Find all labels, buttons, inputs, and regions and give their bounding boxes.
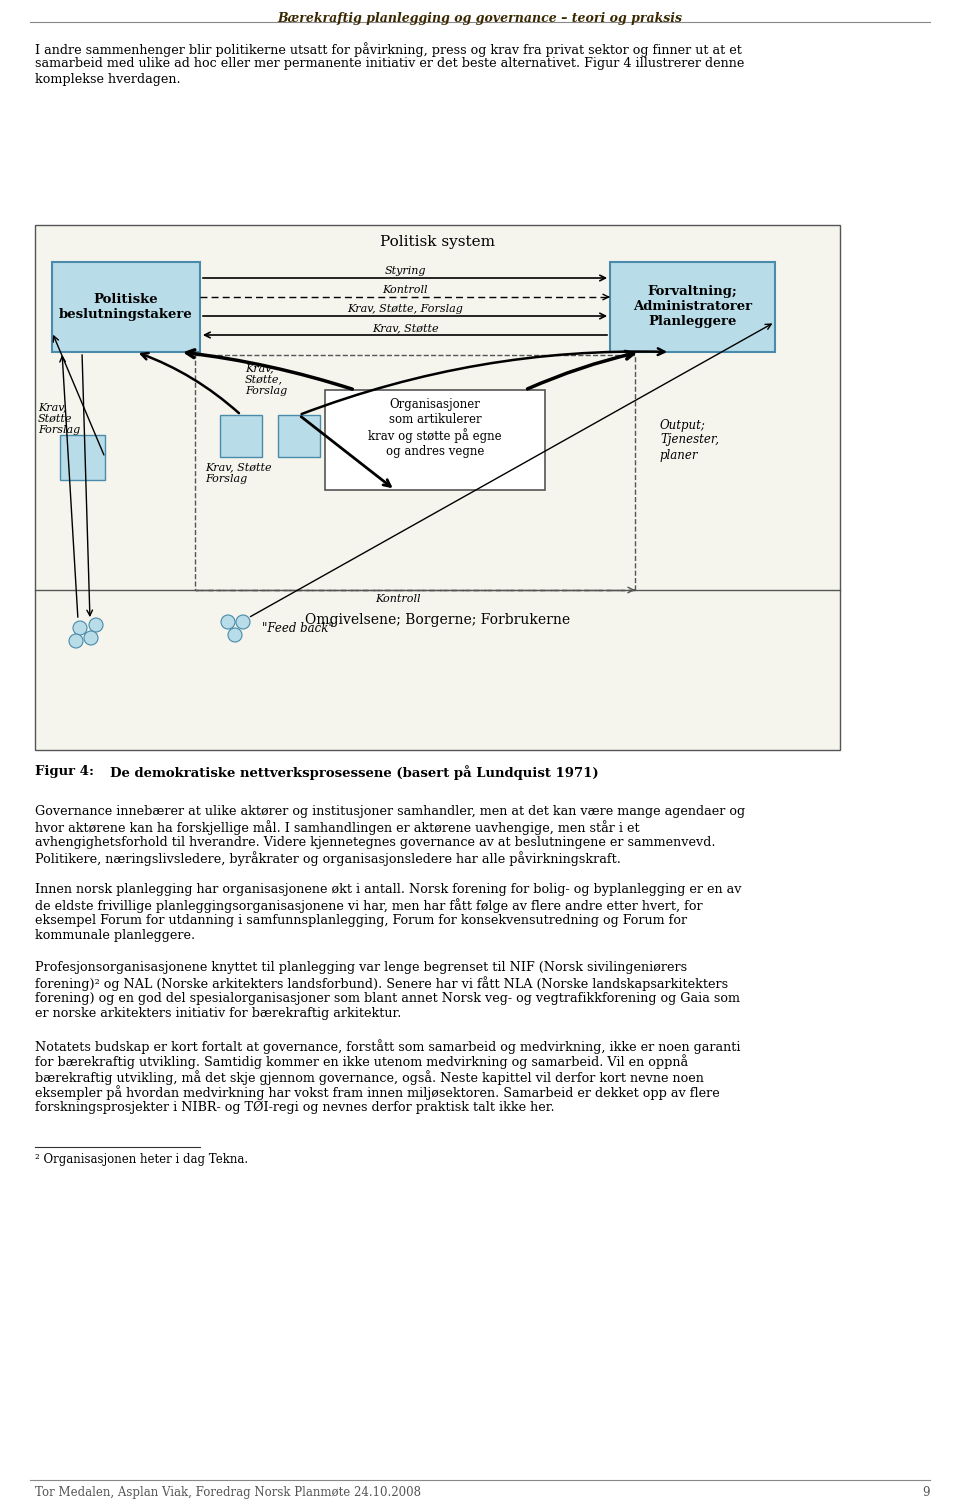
Circle shape bbox=[228, 629, 242, 642]
Text: Politikere, næringslivsledere, byråkrater og organisasjonsledere har alle påvirk: Politikere, næringslivsledere, byråkrate… bbox=[35, 851, 621, 866]
Bar bbox=[278, 415, 320, 457]
Text: Krav,
Støtte
Forslag: Krav, Støtte Forslag bbox=[38, 402, 81, 435]
Text: kommunale planleggere.: kommunale planleggere. bbox=[35, 929, 195, 943]
Text: forening) og en god del spesialorganisasjoner som blant annet Norsk veg- og vegt: forening) og en god del spesialorganisas… bbox=[35, 993, 740, 1005]
Text: Kontroll: Kontroll bbox=[375, 594, 420, 605]
Text: Krav, Støtte: Krav, Støtte bbox=[372, 323, 439, 332]
Bar bbox=[35, 226, 840, 750]
Text: Innen norsk planlegging har organisasjonene økt i antall. Norsk forening for bol: Innen norsk planlegging har organisasjon… bbox=[35, 883, 741, 896]
Text: I andre sammenhenger blir politikerne utsatt for påvirkning, press og krav fra p: I andre sammenhenger blir politikerne ut… bbox=[35, 42, 742, 57]
Circle shape bbox=[89, 618, 103, 632]
Text: Figur 4:: Figur 4: bbox=[35, 766, 94, 778]
Bar bbox=[52, 262, 200, 352]
Bar bbox=[195, 355, 635, 590]
Text: Omgivelsene; Borgerne; Forbrukerne: Omgivelsene; Borgerne; Forbrukerne bbox=[305, 614, 570, 627]
Text: ² Organisasjonen heter i dag Tekna.: ² Organisasjonen heter i dag Tekna. bbox=[35, 1152, 248, 1166]
Circle shape bbox=[221, 615, 235, 629]
Text: bærekraftig utvikling, må det skje gjennom governance, også. Neste kapittel vil : bærekraftig utvikling, må det skje gjenn… bbox=[35, 1069, 704, 1084]
Text: Tor Medalen, Asplan Viak, Foredrag Norsk Planmøte 24.10.2008: Tor Medalen, Asplan Viak, Foredrag Norsk… bbox=[35, 1486, 421, 1499]
Text: forening)² og NAL (Norske arkitekters landsforbund). Senere har vi fått NLA (Nor: forening)² og NAL (Norske arkitekters la… bbox=[35, 976, 728, 991]
Circle shape bbox=[73, 621, 87, 635]
Bar bbox=[325, 390, 545, 490]
Text: De demokratiske nettverksprosessene (basert på Lundquist 1971): De demokratiske nettverksprosessene (bas… bbox=[110, 766, 599, 781]
Text: Krav, Støtte, Forslag: Krav, Støtte, Forslag bbox=[348, 304, 463, 314]
Text: eksempler på hvordan medvirkning har vokst fram innen miljøsektoren. Samarbeid e: eksempler på hvordan medvirkning har vok… bbox=[35, 1086, 720, 1101]
Text: hvor aktørene kan ha forskjellige mål. I samhandlingen er aktørene uavhengige, m: hvor aktørene kan ha forskjellige mål. I… bbox=[35, 821, 639, 835]
Text: Profesjonsorganisasjonene knyttet til planlegging var lenge begrenset til NIF (N: Profesjonsorganisasjonene knyttet til pl… bbox=[35, 961, 687, 975]
Circle shape bbox=[84, 632, 98, 645]
Text: forskningsprosjekter i NIBR- og TØI-regi og nevnes derfor praktisk talt ikke her: forskningsprosjekter i NIBR- og TØI-regi… bbox=[35, 1101, 555, 1114]
Text: er norske arkitekters initiativ for bærekraftig arkitektur.: er norske arkitekters initiativ for bære… bbox=[35, 1008, 401, 1021]
Text: samarbeid med ulike ad hoc eller mer permanente initiativ er det beste alternati: samarbeid med ulike ad hoc eller mer per… bbox=[35, 57, 744, 71]
Text: Politisk system: Politisk system bbox=[380, 235, 495, 250]
Text: Kontroll: Kontroll bbox=[382, 284, 428, 295]
Text: Notatets budskap er kort fortalt at governance, forstått som samarbeid og medvir: Notatets budskap er kort fortalt at gove… bbox=[35, 1039, 740, 1054]
Bar bbox=[220, 415, 262, 457]
Text: Krav,
Støtte,
Forslag: Krav, Støtte, Forslag bbox=[245, 362, 287, 396]
Text: Organisasjoner
som artikulerer
krav og støtte på egne
og andres vegne: Organisasjoner som artikulerer krav og s… bbox=[369, 399, 502, 459]
Circle shape bbox=[69, 635, 83, 648]
Text: "Feed back": "Feed back" bbox=[262, 621, 334, 635]
Text: Bærekraftig planlegging og governance – teori og praksis: Bærekraftig planlegging og governance – … bbox=[277, 12, 683, 26]
Text: Output;
Tjenester,
planer: Output; Tjenester, planer bbox=[660, 418, 719, 462]
Bar bbox=[60, 435, 105, 480]
Bar bbox=[610, 262, 775, 352]
Text: Governance innebærer at ulike aktører og institusjoner samhandler, men at det ka: Governance innebærer at ulike aktører og… bbox=[35, 805, 745, 818]
Text: Krav, Støtte
Forslag: Krav, Støtte Forslag bbox=[205, 462, 272, 484]
Circle shape bbox=[236, 615, 250, 629]
Text: Politiske
beslutningstakere: Politiske beslutningstakere bbox=[60, 293, 193, 320]
Text: for bærekraftig utvikling. Samtidig kommer en ikke utenom medvirkning og samarbe: for bærekraftig utvikling. Samtidig komm… bbox=[35, 1054, 688, 1069]
Text: avhengighetsforhold til hverandre. Videre kjennetegnes governance av at beslutni: avhengighetsforhold til hverandre. Vider… bbox=[35, 836, 715, 848]
Text: Styring: Styring bbox=[384, 266, 425, 277]
Text: de eldste frivillige planleggingsorganisasjonene vi har, men har fått følge av f: de eldste frivillige planleggingsorganis… bbox=[35, 898, 703, 913]
Text: 9: 9 bbox=[923, 1486, 930, 1499]
Text: komplekse hverdagen.: komplekse hverdagen. bbox=[35, 74, 180, 86]
Text: eksempel Forum for utdanning i samfunnsplanlegging, Forum for konsekvensutrednin: eksempel Forum for utdanning i samfunnsp… bbox=[35, 914, 687, 926]
Text: Forvaltning;
Administratorer
Planleggere: Forvaltning; Administratorer Planleggere bbox=[633, 286, 752, 328]
